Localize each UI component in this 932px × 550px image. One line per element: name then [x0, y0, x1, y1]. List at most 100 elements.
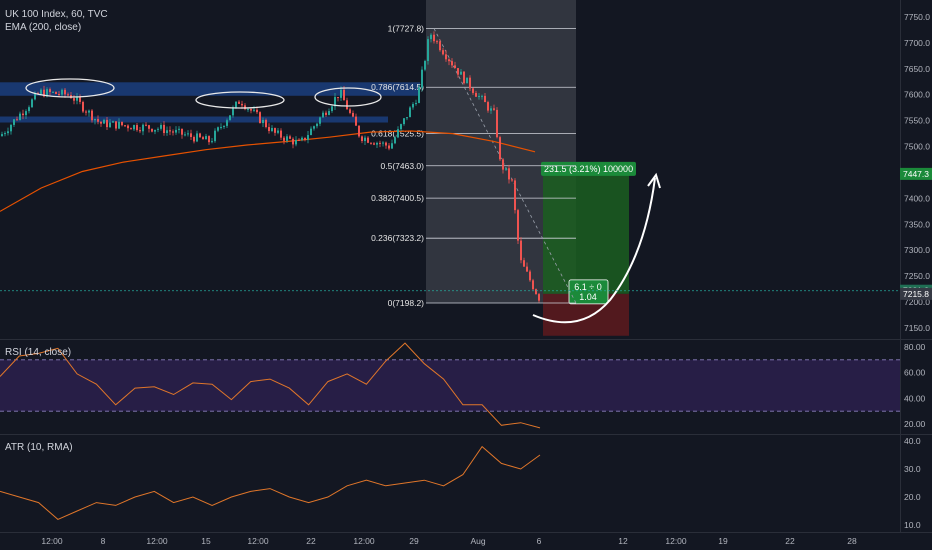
ema-legend[interactable]: EMA (200, close) — [5, 22, 82, 33]
price-tick-label: 7400.0 — [904, 193, 930, 203]
time-tick-label: 29 — [409, 536, 419, 546]
symbol-title[interactable]: UK 100 Index, 60, TVC — [5, 9, 108, 20]
candle-body — [16, 119, 18, 121]
candle-body — [412, 104, 414, 108]
candle-body — [445, 54, 447, 60]
candle-body — [439, 41, 441, 51]
candle-body — [340, 89, 342, 98]
candle-body — [100, 121, 102, 124]
ema-200-line — [0, 130, 536, 212]
projection-arrow[interactable] — [532, 177, 656, 324]
candle-body — [322, 112, 324, 118]
candle-body — [466, 77, 468, 84]
grid — [0, 0, 932, 533]
price-tick-label: 7650.0 — [904, 64, 930, 74]
candle-body — [436, 41, 438, 43]
candle-body — [259, 112, 261, 124]
entry-label-1: 6.1 ÷ 0 — [574, 282, 601, 292]
resistance-zone[interactable] — [0, 116, 388, 123]
candle-body — [391, 143, 393, 149]
rsi-tick-label: 80.00 — [904, 342, 926, 352]
candle-body — [484, 95, 486, 103]
candle-body — [112, 121, 114, 123]
candle-body — [430, 34, 432, 40]
candle-body — [148, 125, 150, 129]
candle-body — [229, 115, 231, 121]
atr-tick-label: 10.0 — [904, 520, 921, 530]
time-tick-label: 22 — [306, 536, 316, 546]
highlight-ellipse[interactable] — [195, 91, 285, 109]
candle-body — [421, 69, 423, 88]
candle-body — [526, 266, 528, 272]
highlight-ellipse[interactable] — [25, 78, 115, 98]
candle-body — [502, 159, 504, 170]
candle-body — [448, 59, 450, 62]
resistance-zone[interactable] — [0, 82, 420, 96]
candle-body — [175, 129, 177, 133]
candle-body — [178, 128, 180, 130]
axes: 7750.07700.07650.07600.07550.07500.07450… — [41, 12, 932, 546]
fib-level-label: 0.236(7323.2) — [371, 233, 424, 243]
rsi-legend[interactable]: RSI (14, close) — [5, 347, 72, 358]
candle-body — [490, 108, 492, 111]
candle-body — [106, 119, 108, 128]
candle-body — [487, 102, 489, 111]
candle-body — [55, 91, 57, 94]
candle-body — [307, 135, 309, 140]
candle-body — [388, 145, 390, 149]
resistance-zones — [0, 82, 420, 123]
time-tick-label: 12 — [618, 536, 628, 546]
candle-body — [262, 119, 264, 124]
candle-body — [460, 71, 462, 75]
highlight-ellipse[interactable] — [314, 87, 382, 107]
candle-body — [22, 113, 24, 116]
ema-line — [0, 130, 536, 212]
price-tick-label: 7250.0 — [904, 271, 930, 281]
rsi-tick-label: 40.00 — [904, 393, 926, 403]
atr-tick-label: 20.0 — [904, 492, 921, 502]
entry-badge — [568, 279, 609, 305]
candle-body — [274, 128, 276, 133]
candle-body — [79, 97, 81, 102]
candle-body — [190, 133, 192, 137]
candle-body — [292, 138, 294, 145]
candle-body — [367, 137, 369, 143]
candle-body — [142, 124, 144, 132]
fib-level-label: 0(7198.2) — [388, 298, 425, 308]
candle-body — [475, 92, 477, 97]
atr-legend[interactable]: ATR (10, RMA) — [5, 442, 73, 453]
candle-body — [226, 120, 228, 126]
long-position-tool[interactable]: 231.5 (3.21%) 100000 6.1 ÷ 01.04 — [541, 161, 636, 336]
candle-body — [496, 109, 498, 138]
candle-body — [403, 118, 405, 125]
time-tick-label: 12:00 — [247, 536, 269, 546]
time-tick-label: 8 — [101, 536, 106, 546]
candle-body — [286, 136, 288, 141]
candle-body — [310, 128, 312, 136]
candle-body — [250, 109, 252, 111]
candle-body — [217, 127, 219, 131]
price-tick-label: 7550.0 — [904, 116, 930, 126]
candle-body — [511, 179, 513, 181]
candle-body — [520, 240, 522, 261]
candle-body — [313, 126, 315, 129]
candle-body — [238, 101, 240, 104]
candle-body — [397, 129, 399, 138]
candle-body — [463, 71, 465, 84]
candle-body — [109, 122, 111, 128]
candle-body — [94, 119, 96, 121]
rsi-band — [0, 359, 900, 412]
drawings[interactable] — [0, 78, 900, 324]
candle-body — [136, 125, 138, 131]
candle-body — [115, 121, 117, 129]
candle-body — [424, 60, 426, 70]
candle-body — [46, 89, 48, 97]
profit-zone[interactable] — [543, 173, 629, 294]
arrow-head-icon — [647, 172, 661, 189]
candle-body — [301, 137, 303, 141]
candle-body — [334, 97, 336, 107]
candle-body — [181, 128, 183, 135]
price-tick-label: 7150.0 — [904, 323, 930, 333]
candle-body — [157, 128, 159, 130]
